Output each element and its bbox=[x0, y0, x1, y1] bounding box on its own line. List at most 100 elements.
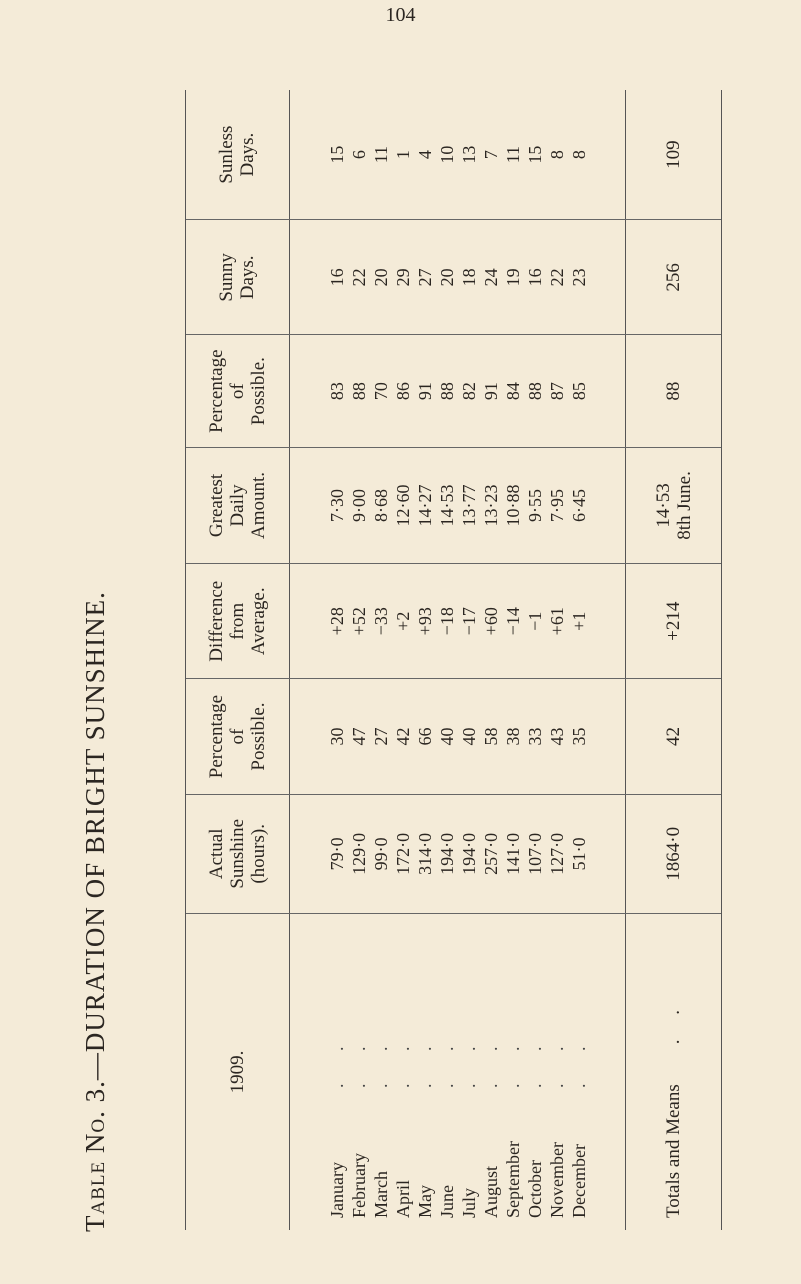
value-cell: −1 bbox=[524, 611, 545, 631]
value-cell: 30 bbox=[326, 727, 347, 746]
dot-leader: . . bbox=[568, 1032, 589, 1089]
value-cell: 129·0 bbox=[348, 832, 369, 875]
column-actual: Actual Sunshine (hours). 79·0 129·0 99·0 172·0… bbox=[186, 794, 721, 914]
value-cell: 91 bbox=[414, 382, 435, 401]
value-cell: 18 bbox=[458, 268, 479, 287]
total-cell: 109 bbox=[626, 90, 721, 219]
value-cell: 6·45 bbox=[568, 488, 589, 522]
value-cell: 91 bbox=[480, 382, 501, 401]
header-line: Percentage bbox=[205, 349, 227, 433]
month-row: May . . bbox=[414, 914, 436, 1230]
value-cell: 314·0 bbox=[414, 832, 435, 875]
month-row: January . . bbox=[326, 914, 348, 1230]
value-cell: 7·30 bbox=[326, 488, 347, 522]
totals-label: Totals and Means bbox=[663, 1084, 685, 1218]
column-values: +28 +52 −33 +2 +93 −18 −17 +60 −14 −1 +61 +1 bbox=[289, 564, 627, 679]
value-cell: 10 bbox=[436, 145, 457, 164]
value-cell: −33 bbox=[370, 607, 391, 636]
value-cell: 9·00 bbox=[348, 488, 369, 522]
value-cell: 8 bbox=[568, 150, 589, 160]
header-line: Amount. bbox=[247, 471, 269, 539]
total-value: 1864·0 bbox=[663, 826, 685, 881]
value-cell: 27 bbox=[414, 268, 435, 287]
total-value: 88 bbox=[663, 381, 685, 401]
value-cell: 1 bbox=[392, 150, 413, 160]
total-value: +214 bbox=[663, 601, 685, 641]
header-line: Difference bbox=[205, 580, 227, 662]
value-cell: 58 bbox=[480, 727, 501, 746]
month-row: November . . bbox=[546, 914, 568, 1230]
total-cell: +214 bbox=[626, 564, 721, 678]
value-cell: 7 bbox=[480, 150, 501, 160]
header-line: Possible. bbox=[247, 702, 269, 771]
dot-leader: . . bbox=[370, 1032, 391, 1089]
column-sunless: Sunless Days. 15 6 11 1 4 10 13 7 11 15 8 8 109 bbox=[186, 90, 721, 221]
header-line: Daily bbox=[226, 484, 248, 527]
column-header: Actual Sunshine (hours). bbox=[186, 794, 290, 913]
column-header: Percentage of Possible. bbox=[186, 679, 290, 794]
year-label: 1909. bbox=[226, 1050, 248, 1094]
total-cell: 256 bbox=[626, 220, 721, 334]
value-cell: 79·0 bbox=[326, 837, 347, 871]
value-cell: 83 bbox=[326, 382, 347, 401]
value-cell: 82 bbox=[458, 382, 479, 401]
value-cell: +52 bbox=[348, 607, 369, 636]
value-cell: +28 bbox=[326, 607, 347, 636]
month-label: February bbox=[348, 1153, 369, 1218]
value-cell: 22 bbox=[546, 268, 567, 287]
total-value: 256 bbox=[663, 263, 685, 292]
value-cell: 7·95 bbox=[546, 488, 567, 522]
header-line: Sunny bbox=[216, 253, 238, 302]
value-cell: 13·77 bbox=[458, 484, 479, 527]
value-cell: 194·0 bbox=[436, 832, 457, 875]
header-line: Actual bbox=[205, 828, 227, 880]
column-values: 30 47 27 42 66 40 40 58 38 33 43 35 bbox=[289, 679, 627, 794]
total-value: 14·53 bbox=[652, 483, 674, 528]
month-row: July . . bbox=[458, 914, 480, 1230]
month-row: March . . bbox=[370, 914, 392, 1230]
value-cell: 70 bbox=[370, 382, 391, 401]
column-pct1: Percentage of Possible. 30 47 27 42 66 40 40 58 38 3… bbox=[186, 679, 721, 795]
value-cell: −14 bbox=[502, 607, 523, 636]
column-diff: Difference from Average. +28 +52 −33 +2 +93 −18−… bbox=[186, 564, 721, 680]
value-cell: +93 bbox=[414, 607, 435, 636]
value-cell: 15 bbox=[524, 145, 545, 164]
value-cell: 16 bbox=[326, 268, 347, 287]
total-cell: 88 bbox=[626, 336, 721, 447]
value-cell: 85 bbox=[568, 382, 589, 401]
total-cell: 1864·0 bbox=[626, 795, 721, 913]
value-cell: 141·0 bbox=[502, 832, 523, 875]
value-cell: −17 bbox=[458, 607, 479, 636]
value-cell: 19 bbox=[502, 268, 523, 287]
month-label: September bbox=[502, 1141, 523, 1218]
value-cell: 9·55 bbox=[524, 488, 545, 522]
year-header: 1909. bbox=[186, 913, 290, 1230]
total-value: 8th June. bbox=[673, 471, 695, 540]
value-cell: 11 bbox=[370, 145, 391, 164]
header-line: Average. bbox=[247, 587, 269, 656]
column-values: 15 6 11 1 4 10 13 7 11 15 8 8 bbox=[289, 90, 627, 220]
dot-leader: . . bbox=[392, 1032, 413, 1089]
value-cell: 23 bbox=[568, 268, 589, 287]
month-row: October . . bbox=[524, 914, 546, 1230]
column-values: 83 88 70 86 91 88 82 91 84 88 87 85 bbox=[289, 335, 627, 447]
column-header: Percentage of Possible. bbox=[186, 335, 290, 447]
value-cell: 11 bbox=[502, 145, 523, 164]
month-row: August . . bbox=[480, 914, 502, 1230]
column-header: Greatest Daily Amount. bbox=[186, 447, 290, 564]
month-row: February . . bbox=[348, 914, 370, 1230]
value-cell: 40 bbox=[436, 727, 457, 746]
column-header: Difference from Average. bbox=[186, 564, 290, 679]
header-line: Greatest bbox=[205, 473, 227, 538]
dot-leader: . . bbox=[546, 1032, 567, 1089]
value-cell: +2 bbox=[392, 611, 413, 631]
value-cell: 99·0 bbox=[370, 837, 391, 871]
value-cell: 86 bbox=[392, 382, 413, 401]
column-pct2: Percentage of Possible. 83 88 70 86 91 88 82 91 84 8… bbox=[186, 335, 721, 448]
month-label: May bbox=[414, 1185, 435, 1218]
header-line: Possible. bbox=[247, 357, 269, 426]
month-label: June bbox=[436, 1185, 457, 1218]
value-cell: 194·0 bbox=[458, 832, 479, 875]
value-cell: 22 bbox=[348, 268, 369, 287]
dot-leader: . . bbox=[663, 999, 685, 1045]
